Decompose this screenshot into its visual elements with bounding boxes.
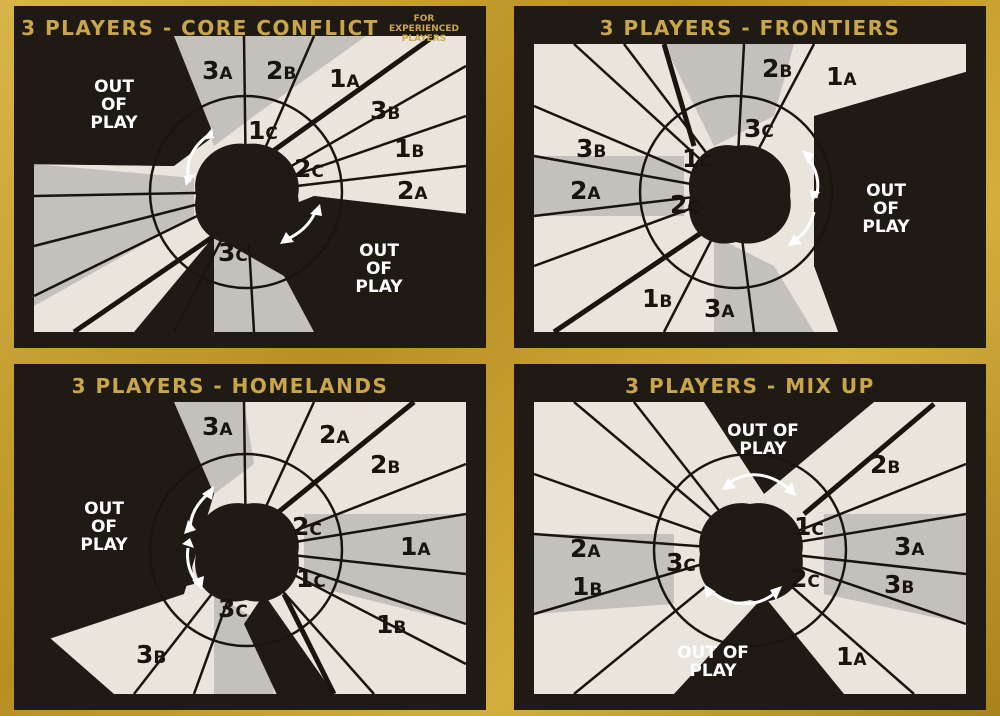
seat-label: 3A (894, 532, 925, 561)
panel-title: 3 Players - Frontiers (599, 16, 901, 40)
seat-label: 1B (642, 284, 673, 313)
seat-label: 2C (292, 512, 322, 541)
board-map-homelands (14, 364, 467, 710)
seat-label: 3B (370, 96, 401, 125)
out-of-play-label: OUT OF PLAY (677, 643, 749, 681)
seat-label: 2B (370, 450, 401, 479)
seat-label: 2B (870, 450, 901, 479)
seat-label: 3C (218, 238, 248, 267)
panel-frontiers: 3 Players - Frontiers OUT OF PLAY 2B 1A … (514, 6, 986, 348)
seat-label: 2A (570, 534, 601, 563)
panel-mix-up: 3 Players - Mix Up OUT OF PLAY OUT OF PL… (514, 364, 986, 710)
seat-label: 3B (884, 570, 915, 599)
seat-label: 1C (296, 564, 326, 593)
seat-label: 1A (826, 62, 857, 91)
seat-label: 3A (202, 412, 233, 441)
board-map-mix-up (533, 364, 967, 710)
seat-label: 2B (762, 54, 793, 83)
panel-title: 3 Players - Mix Up (625, 374, 875, 398)
seat-label: 1C (682, 144, 712, 173)
seat-label: 3C (666, 548, 696, 577)
seat-label: 2C (294, 154, 324, 183)
seat-label: 1B (572, 572, 603, 601)
panel-title: 3 Players - Core Conflict (21, 16, 379, 40)
out-of-play-label: OUT OF PLAY (727, 421, 799, 459)
seat-label: 2A (570, 176, 601, 205)
seat-label: 2B (266, 56, 297, 85)
panel-subtitle: For experienced players (388, 14, 459, 44)
out-of-play-label: OUT OF PLAY (862, 181, 910, 237)
seat-label: 3B (576, 134, 607, 163)
seat-label: 3A (202, 56, 233, 85)
panel-homelands: 3 Players - Homelands OUT OF PLAY 3A 2A … (14, 364, 486, 710)
seat-label: 3A (704, 294, 735, 323)
seat-label: 2C (790, 564, 820, 593)
panel-core-conflict: 3 Players - Core Conflict For experience… (14, 6, 486, 348)
seat-label: 1B (394, 134, 425, 163)
seat-label: 1A (400, 532, 431, 561)
board-map-frontiers (533, 43, 986, 348)
seat-label: 1B (376, 610, 407, 639)
board-map-core-conflict (14, 6, 486, 348)
out-of-play-label: OUT OF PLAY (80, 499, 128, 555)
seat-label: 3B (136, 640, 167, 669)
panel-title: 3 Players - Homelands (71, 374, 389, 398)
seat-label: 2A (319, 420, 350, 449)
seat-label: 1C (248, 116, 278, 145)
seat-label: 2A (397, 176, 428, 205)
seat-label: 1A (329, 64, 360, 93)
seat-label: 2C (670, 190, 700, 219)
seat-label: 1C (794, 512, 824, 541)
seat-label: 3C (744, 114, 774, 143)
seat-label: 1A (836, 642, 867, 671)
seat-label: 3C (218, 594, 248, 623)
out-of-play-label: OUT OF PLAY (355, 241, 403, 297)
out-of-play-label: OUT OF PLAY (90, 77, 138, 133)
